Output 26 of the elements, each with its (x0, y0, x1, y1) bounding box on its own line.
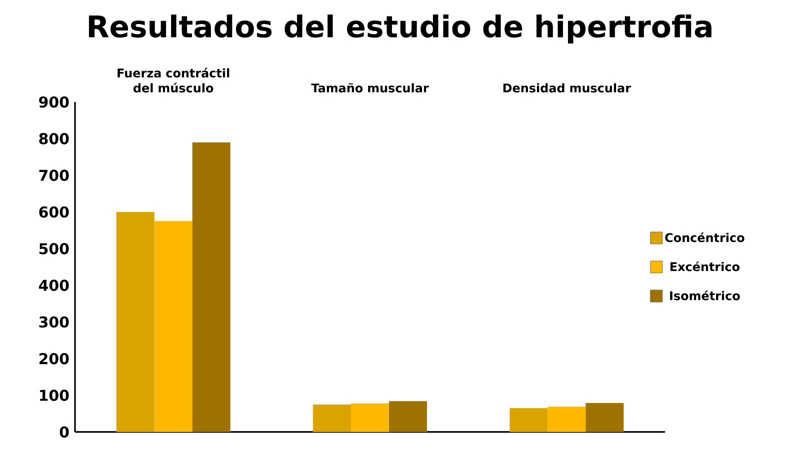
y-tick-label: 700 (39, 170, 69, 181)
y-tick-label: 200 (39, 353, 69, 364)
bar (351, 403, 390, 432)
bar (313, 404, 352, 432)
bar (389, 401, 428, 432)
x-tick-label: Fuerza contráctil del músculo (118, 68, 230, 92)
chart-title: Resultados del estudio de hipertrofia (88, 14, 712, 44)
y-tick-label: 900 (39, 96, 69, 108)
bar (192, 142, 230, 432)
x-tick-label: Densidad muscular (503, 83, 631, 92)
y-tick-label: 0 (60, 426, 69, 438)
legend-label: Excéntrico (670, 261, 740, 272)
bar (154, 221, 192, 432)
y-tick-label: 400 (38, 280, 69, 291)
y-tick-label: 300 (39, 316, 69, 328)
legend-label: Concéntrico (665, 232, 744, 242)
x-tick-label: Tamaño muscular (311, 83, 429, 92)
y-tick-label: 100 (40, 390, 69, 401)
y-tick-label: 800 (39, 133, 69, 144)
y-tick-label: 600 (39, 206, 69, 218)
bar (116, 212, 154, 432)
legend-label: Isométrico (670, 290, 740, 300)
bar (548, 406, 586, 432)
y-tick-label: 500 (39, 243, 69, 254)
bar (586, 403, 624, 432)
bar (510, 408, 548, 432)
